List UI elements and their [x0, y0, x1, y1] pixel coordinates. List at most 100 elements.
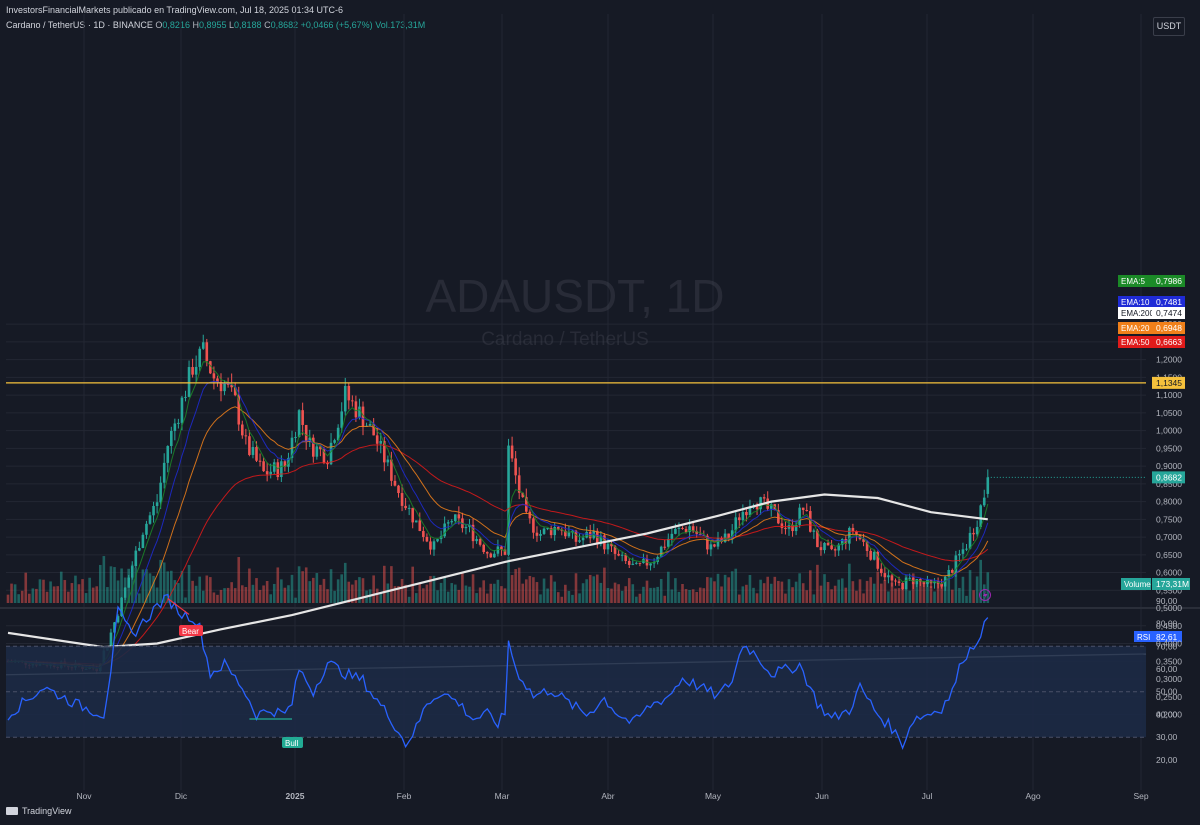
volume-bar [404, 584, 407, 603]
candle [209, 361, 212, 374]
candle [482, 544, 485, 553]
volume-bar [539, 594, 542, 603]
candle [383, 441, 386, 463]
symbol-label: Cardano / TetherUS · 1D · BINANCE [6, 20, 153, 30]
price-tick: 0,9000 [1156, 461, 1182, 471]
time-tick: Jul [922, 791, 933, 801]
volume-bar [148, 573, 152, 603]
volume-bar [571, 594, 574, 603]
candle [507, 445, 510, 555]
volume-bar [837, 579, 840, 603]
volume-bar [887, 591, 890, 603]
volume-bar [858, 579, 862, 603]
volume-bar [556, 592, 560, 603]
candle [816, 530, 819, 548]
candle [113, 622, 116, 633]
candle [322, 449, 326, 464]
badge-bg [1152, 275, 1185, 287]
volume-bar [468, 586, 471, 603]
candle [340, 411, 343, 428]
volume-bar [936, 580, 940, 603]
time-tick: May [705, 791, 722, 801]
ema-badge: EMA:5 0,7986 [1118, 275, 1185, 287]
candle [617, 553, 620, 556]
candle [500, 546, 503, 550]
volume-bar [464, 585, 468, 603]
bull-label: Bull [282, 737, 303, 748]
candle [351, 400, 354, 402]
candle [180, 397, 184, 423]
candle [833, 549, 837, 551]
candle [294, 436, 297, 438]
volume-bar [194, 585, 198, 603]
candle [343, 385, 347, 412]
volume-bar [635, 596, 638, 603]
volume-bar [379, 592, 383, 603]
volume-bar [798, 573, 801, 603]
candle [588, 531, 592, 539]
candle [354, 401, 358, 418]
candle [201, 342, 205, 349]
brand-footer[interactable]: TradingView [6, 806, 72, 816]
candle [333, 440, 336, 443]
lightning-circle [979, 589, 991, 601]
candle [251, 447, 255, 455]
bear-text: Bear [182, 627, 199, 636]
candle [159, 482, 162, 503]
volume-bar [500, 586, 503, 603]
volume-bar [919, 580, 922, 603]
volume-bar [581, 583, 585, 603]
volume-bar [979, 559, 982, 603]
volume-bar [244, 587, 248, 603]
candle [375, 435, 379, 444]
volume-bar [567, 591, 571, 603]
volume-bar [372, 575, 375, 603]
ema-badge: EMA:20 0,6948 [1118, 322, 1185, 334]
volume-bar [603, 567, 606, 603]
candle [475, 538, 478, 542]
candle [567, 532, 571, 537]
candle [574, 530, 578, 542]
volume-bar [638, 593, 642, 603]
candle [280, 461, 283, 477]
volume-bar [599, 582, 603, 603]
candle [951, 569, 954, 573]
candle [400, 493, 404, 506]
candle [883, 573, 887, 578]
candle [372, 424, 375, 436]
volume-bar [848, 563, 851, 603]
candle [933, 581, 936, 584]
badge-value: 0,6663 [1156, 337, 1182, 347]
currency-button[interactable]: USDT [1153, 17, 1185, 36]
candle [368, 424, 372, 426]
volume-bar [304, 567, 308, 603]
watermark: ADAUSDT, 1D Cardano / TetherUS [425, 270, 724, 350]
badge-name: EMA:5 [1121, 277, 1146, 286]
ema-5-line [7, 361, 989, 670]
candle [958, 553, 961, 556]
volume-bar [170, 570, 173, 603]
volume-bar [716, 573, 720, 603]
ema-badge: EMA:200 0,7474 [1118, 307, 1185, 319]
candle [794, 524, 798, 532]
volume-bar [855, 590, 858, 603]
volume-bar [184, 597, 187, 603]
volume-bar [752, 587, 755, 603]
volume-bar [677, 591, 681, 603]
volume-bar [201, 590, 205, 603]
candle [606, 543, 610, 550]
candle [926, 579, 929, 585]
volume-bar [226, 587, 230, 603]
volume-bar [333, 590, 336, 603]
ohlc-item: C0,8682 [264, 20, 299, 30]
volume-bar [42, 579, 45, 603]
volume-bar [297, 566, 301, 603]
candle [965, 548, 968, 550]
rsi-line [7, 593, 989, 750]
volume-bar [713, 581, 716, 603]
badge-bg [1118, 336, 1152, 348]
volume-bar [212, 592, 216, 603]
badge-bg [1134, 631, 1152, 642]
volume-bar [617, 584, 620, 603]
